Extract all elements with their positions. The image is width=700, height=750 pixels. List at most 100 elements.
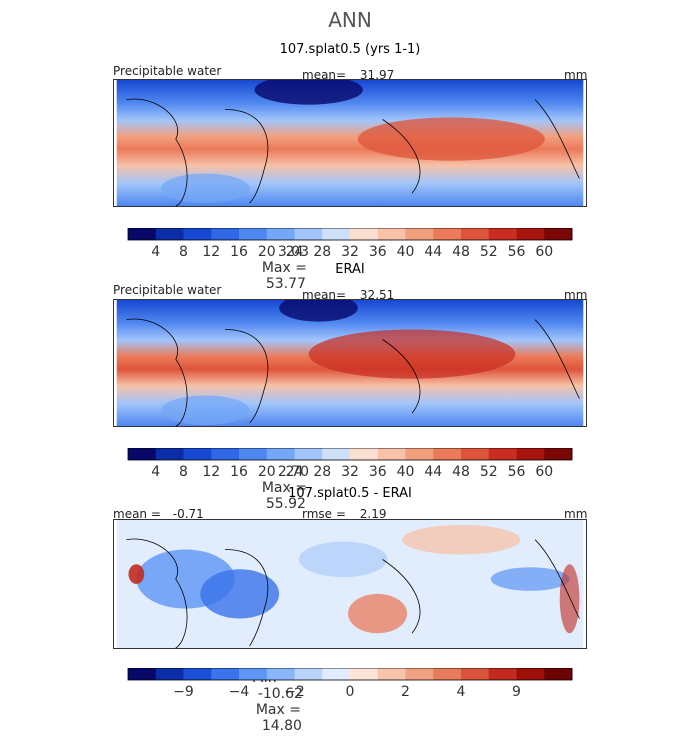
- colorbar-swatch: [544, 448, 573, 460]
- colorbar-swatch: [405, 668, 434, 680]
- colorbar-swatch: [433, 448, 462, 460]
- figure-title: ANN: [328, 8, 372, 32]
- colorbar-tick-label: 12: [202, 244, 220, 260]
- colorbar-tick-label: 8: [179, 244, 188, 260]
- colorbar-swatch: [461, 668, 490, 680]
- mean-label-text: mean=: [302, 288, 347, 302]
- field-label: Precipitable water: [113, 64, 222, 78]
- colorbar-swatch: [322, 668, 351, 680]
- colorbar-swatch: [266, 668, 295, 680]
- colorbar-tick-label: 16: [230, 464, 248, 480]
- rmse-label-text: rmse =: [302, 507, 346, 521]
- colorbar-tick-label: 32: [341, 464, 359, 480]
- colorbar-tick-label: 60: [535, 464, 553, 480]
- colorbar-swatch: [322, 448, 351, 460]
- colorbar-tick-label: 48: [452, 464, 470, 480]
- min-max-label: Min = 3.03 Max = 53.77: [238, 212, 309, 308]
- colorbar-tick-label: 2: [401, 684, 410, 700]
- colorbar-tick-label: 4: [457, 684, 466, 700]
- colorbar-swatch: [294, 448, 323, 460]
- colorbar-tick-label: 16: [230, 244, 248, 260]
- colorbar-swatch: [377, 448, 406, 460]
- colorbar-tick-label: 28: [313, 244, 331, 260]
- colorbar-swatch: [155, 668, 184, 680]
- colorbar-swatch: [405, 228, 434, 240]
- mean-label-text: mean =: [113, 507, 161, 521]
- colorbar-tick-label: 52: [480, 244, 498, 260]
- colorbar-swatch: [461, 448, 490, 460]
- colorbar-tick-label: 24: [286, 244, 304, 260]
- colorbar-swatch: [266, 228, 295, 240]
- max-value: 55.92: [265, 496, 306, 512]
- colorbar-obs: 4 8 12 16 20 24 28 32 36 40 44 48 52 56 60: [127, 448, 573, 480]
- colorbar-swatch: [211, 448, 240, 460]
- colorbar-swatch: [433, 668, 462, 680]
- colorbar-swatch: [544, 668, 573, 680]
- colorbar-swatch: [350, 228, 379, 240]
- rmse-label: rmse = 2.19: [302, 507, 386, 521]
- min-value: 3.03: [277, 244, 309, 260]
- colorbar-tick-label: 44: [424, 464, 442, 480]
- colorbar-tick-label: 56: [508, 464, 526, 480]
- mean-value: -0.71: [172, 507, 204, 521]
- colorbar-border: [127, 668, 573, 681]
- colorbar-tick-label: 20: [258, 464, 276, 480]
- colorbar-tick-label: 36: [369, 464, 387, 480]
- field-label: Precipitable water: [113, 283, 222, 297]
- units-label: mm: [564, 68, 588, 82]
- colorbar-swatch: [488, 228, 517, 240]
- colorbar-swatch: [516, 448, 545, 460]
- colorbar-swatch: [544, 228, 573, 240]
- colorbar-tick-label: 20: [258, 244, 276, 260]
- mean-label: mean= 32.51: [302, 288, 394, 302]
- colorbar-swatch: [128, 448, 157, 460]
- panel-title: ERAI: [335, 262, 365, 277]
- colorbar-tick-label: −2: [284, 684, 305, 700]
- min-value: -10.62: [257, 686, 303, 702]
- colorbar-tick-label: 9: [512, 684, 521, 700]
- colorbar-tick-label: 52: [480, 464, 498, 480]
- mean-label-text: mean=: [302, 68, 347, 82]
- colorbar-model: 4 8 12 16 20 24 28 32 36 40 44 48 52 56 60: [127, 228, 573, 260]
- colorbar-swatch: [155, 448, 184, 460]
- max-label: Max =: [261, 260, 307, 276]
- colorbar-tick-label: 4: [151, 244, 160, 260]
- colorbar-tick-label: 32: [341, 244, 359, 260]
- colorbar-swatch: [239, 448, 268, 460]
- colorbar-tick-label: 40: [397, 464, 415, 480]
- colorbar-swatch: [183, 668, 212, 680]
- colorbar-border: [127, 228, 573, 241]
- colorbar-swatch: [350, 448, 379, 460]
- colorbar-swatch: [377, 228, 406, 240]
- max-value: 14.80: [261, 718, 302, 734]
- colorbar-swatch: [322, 228, 351, 240]
- colorbar-swatch: [488, 448, 517, 460]
- colorbar-swatch: [239, 228, 268, 240]
- colorbar-swatch: [516, 228, 545, 240]
- colorbar-swatch: [433, 228, 462, 240]
- mean-value: 31.97: [359, 68, 395, 82]
- colorbar-tick-label: −9: [173, 684, 194, 700]
- colorbar-swatch: [488, 668, 517, 680]
- colorbar-tick-label: 60: [535, 244, 553, 260]
- colorbar-tick-label: 40: [397, 244, 415, 260]
- colorbar-swatch: [183, 448, 212, 460]
- map-obs: [113, 299, 587, 427]
- colorbar-swatch: [461, 228, 490, 240]
- panel-title: 107.splat0.5 - ERAI: [288, 486, 412, 501]
- colorbar-border: [127, 448, 573, 461]
- mean-label: mean = -0.71: [113, 507, 204, 521]
- colorbar-diff: −9 −4 −2 0 2 4 9: [127, 668, 573, 700]
- mean-value: 32.51: [359, 288, 395, 302]
- mean-label: mean= 31.97: [302, 68, 394, 82]
- colorbar-tick-label: 44: [424, 244, 442, 260]
- colorbar-swatch: [294, 228, 323, 240]
- colorbar-tick-label: −4: [229, 684, 250, 700]
- colorbar-swatch: [155, 228, 184, 240]
- colorbar-tick-label: 0: [346, 684, 355, 700]
- colorbar-swatch: [128, 228, 157, 240]
- colorbar-swatch: [239, 668, 268, 680]
- colorbar-swatch: [211, 228, 240, 240]
- rmse-value: 2.19: [359, 507, 387, 521]
- colorbar-tick-label: 8: [179, 464, 188, 480]
